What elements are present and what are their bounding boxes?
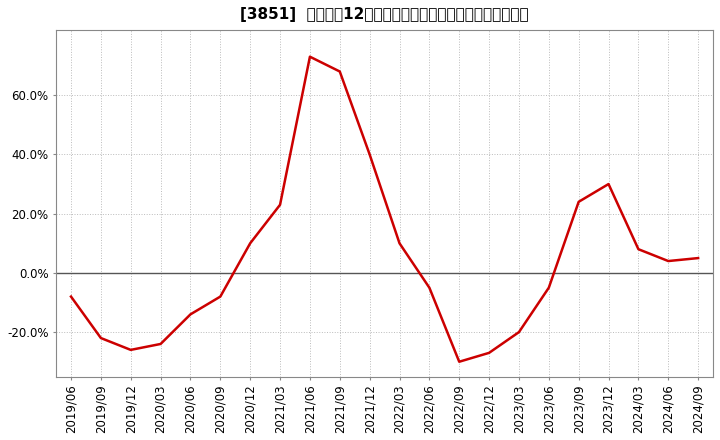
Title: [3851]  売上高の12か月移動合計の対前年同期増減率の推移: [3851] 売上高の12か月移動合計の対前年同期増減率の推移 [240,7,529,22]
